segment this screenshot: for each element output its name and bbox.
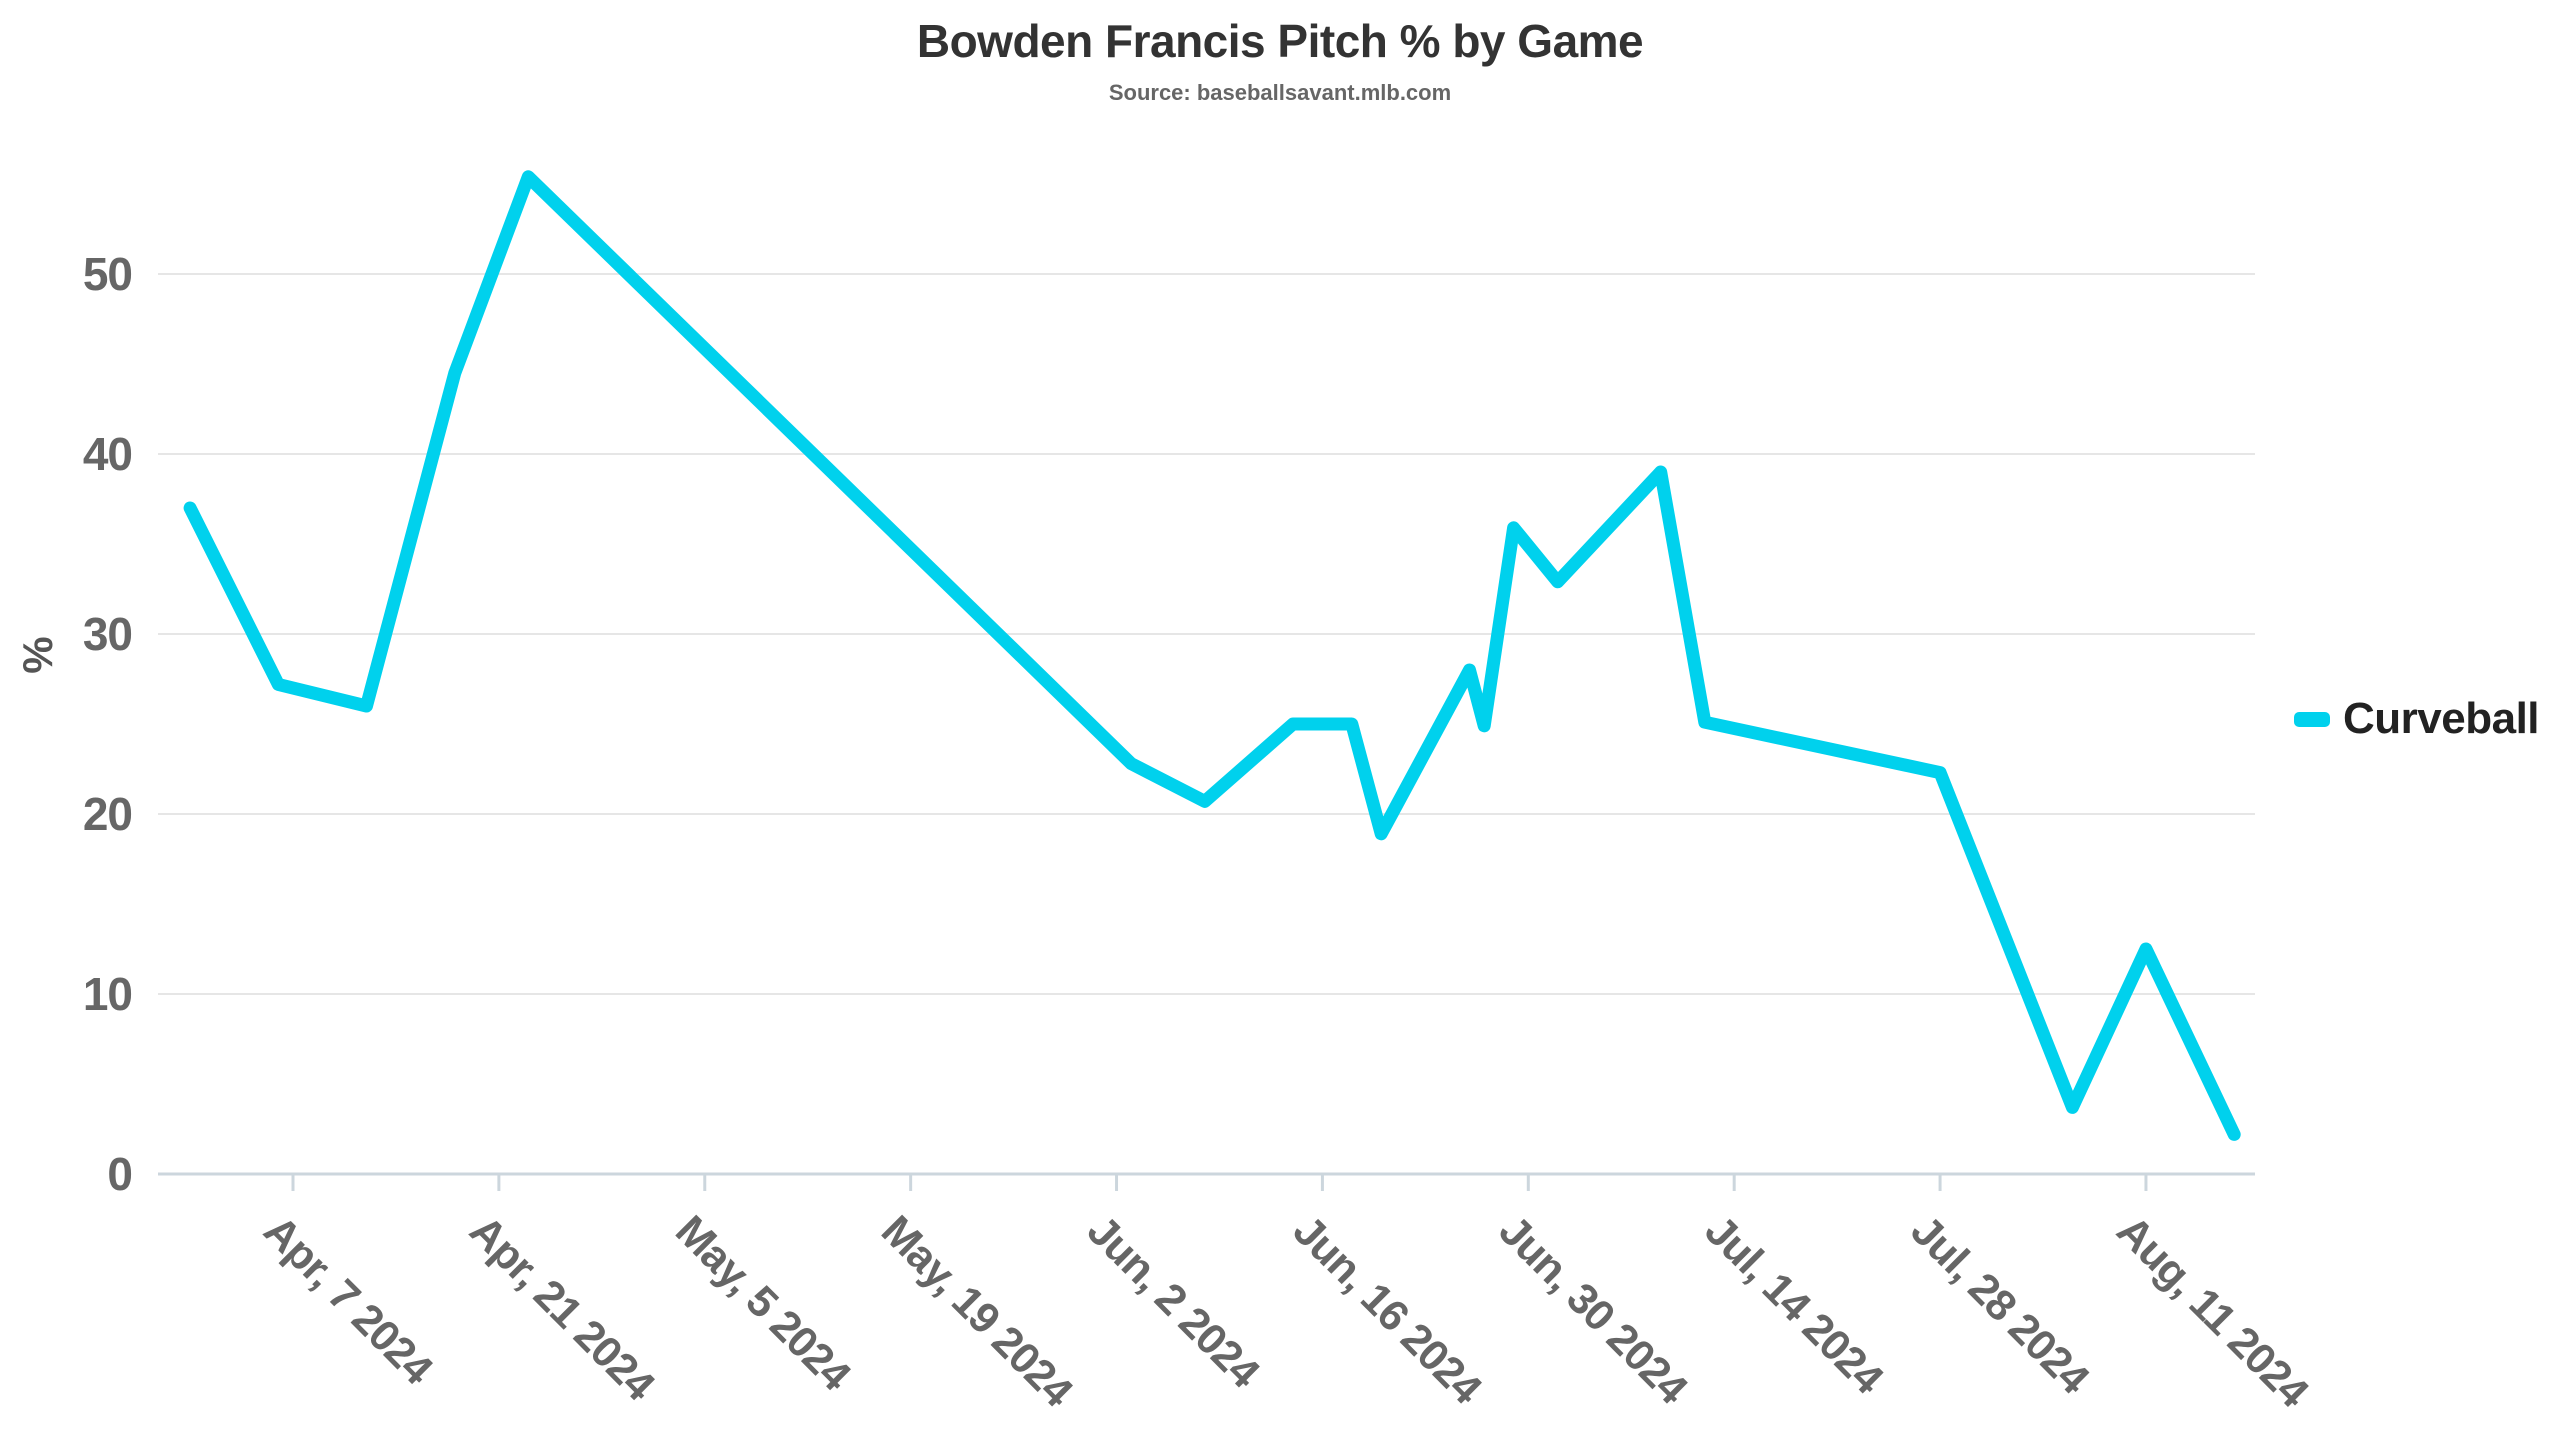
legend-swatch-curveball <box>2294 711 2330 727</box>
series-line-curveball <box>183 170 2241 1141</box>
x-axis-tick-label: May, 19 2024 <box>872 1207 1082 1417</box>
x-axis-tick-label: Jun, 30 2024 <box>1490 1207 1697 1414</box>
x-axis-tick-label: Aug, 11 2024 <box>2107 1207 2317 1417</box>
y-axis-tick-label-40: 40 <box>83 428 132 480</box>
x-axis-tick-label: Apr, 7 2024 <box>254 1207 442 1395</box>
legend[interactable]: Curveball <box>2294 694 2540 744</box>
chart-subtitle: Source: baseballsavant.mlb.com <box>1108 80 1452 105</box>
x-axis-tick-label: Jul, 14 2024 <box>1696 1207 1893 1404</box>
y-axis-title: % <box>14 636 61 673</box>
x-axis-tick-label: Jul, 28 2024 <box>1902 1207 2099 1404</box>
legend-label-curveball: Curveball <box>2343 694 2540 743</box>
y-axis-tick-label-30: 30 <box>83 608 132 660</box>
y-axis-tick-label-10: 10 <box>83 968 132 1020</box>
page-title: Bowden Francis Pitch % by Game <box>916 15 1644 67</box>
x-axis-tick-label: May, 5 2024 <box>666 1207 860 1401</box>
y-axis-tick-label-0: 0 <box>107 1148 132 1200</box>
x-axis-tick-label: Jun, 2 2024 <box>1078 1207 1269 1398</box>
y-axis-tick-label-50: 50 <box>83 248 132 300</box>
x-axis-tick-label: Apr, 21 2024 <box>460 1207 664 1411</box>
y-axis-tick-label-20: 20 <box>83 788 132 840</box>
x-axis-tick-label: Jun, 16 2024 <box>1284 1207 1491 1414</box>
